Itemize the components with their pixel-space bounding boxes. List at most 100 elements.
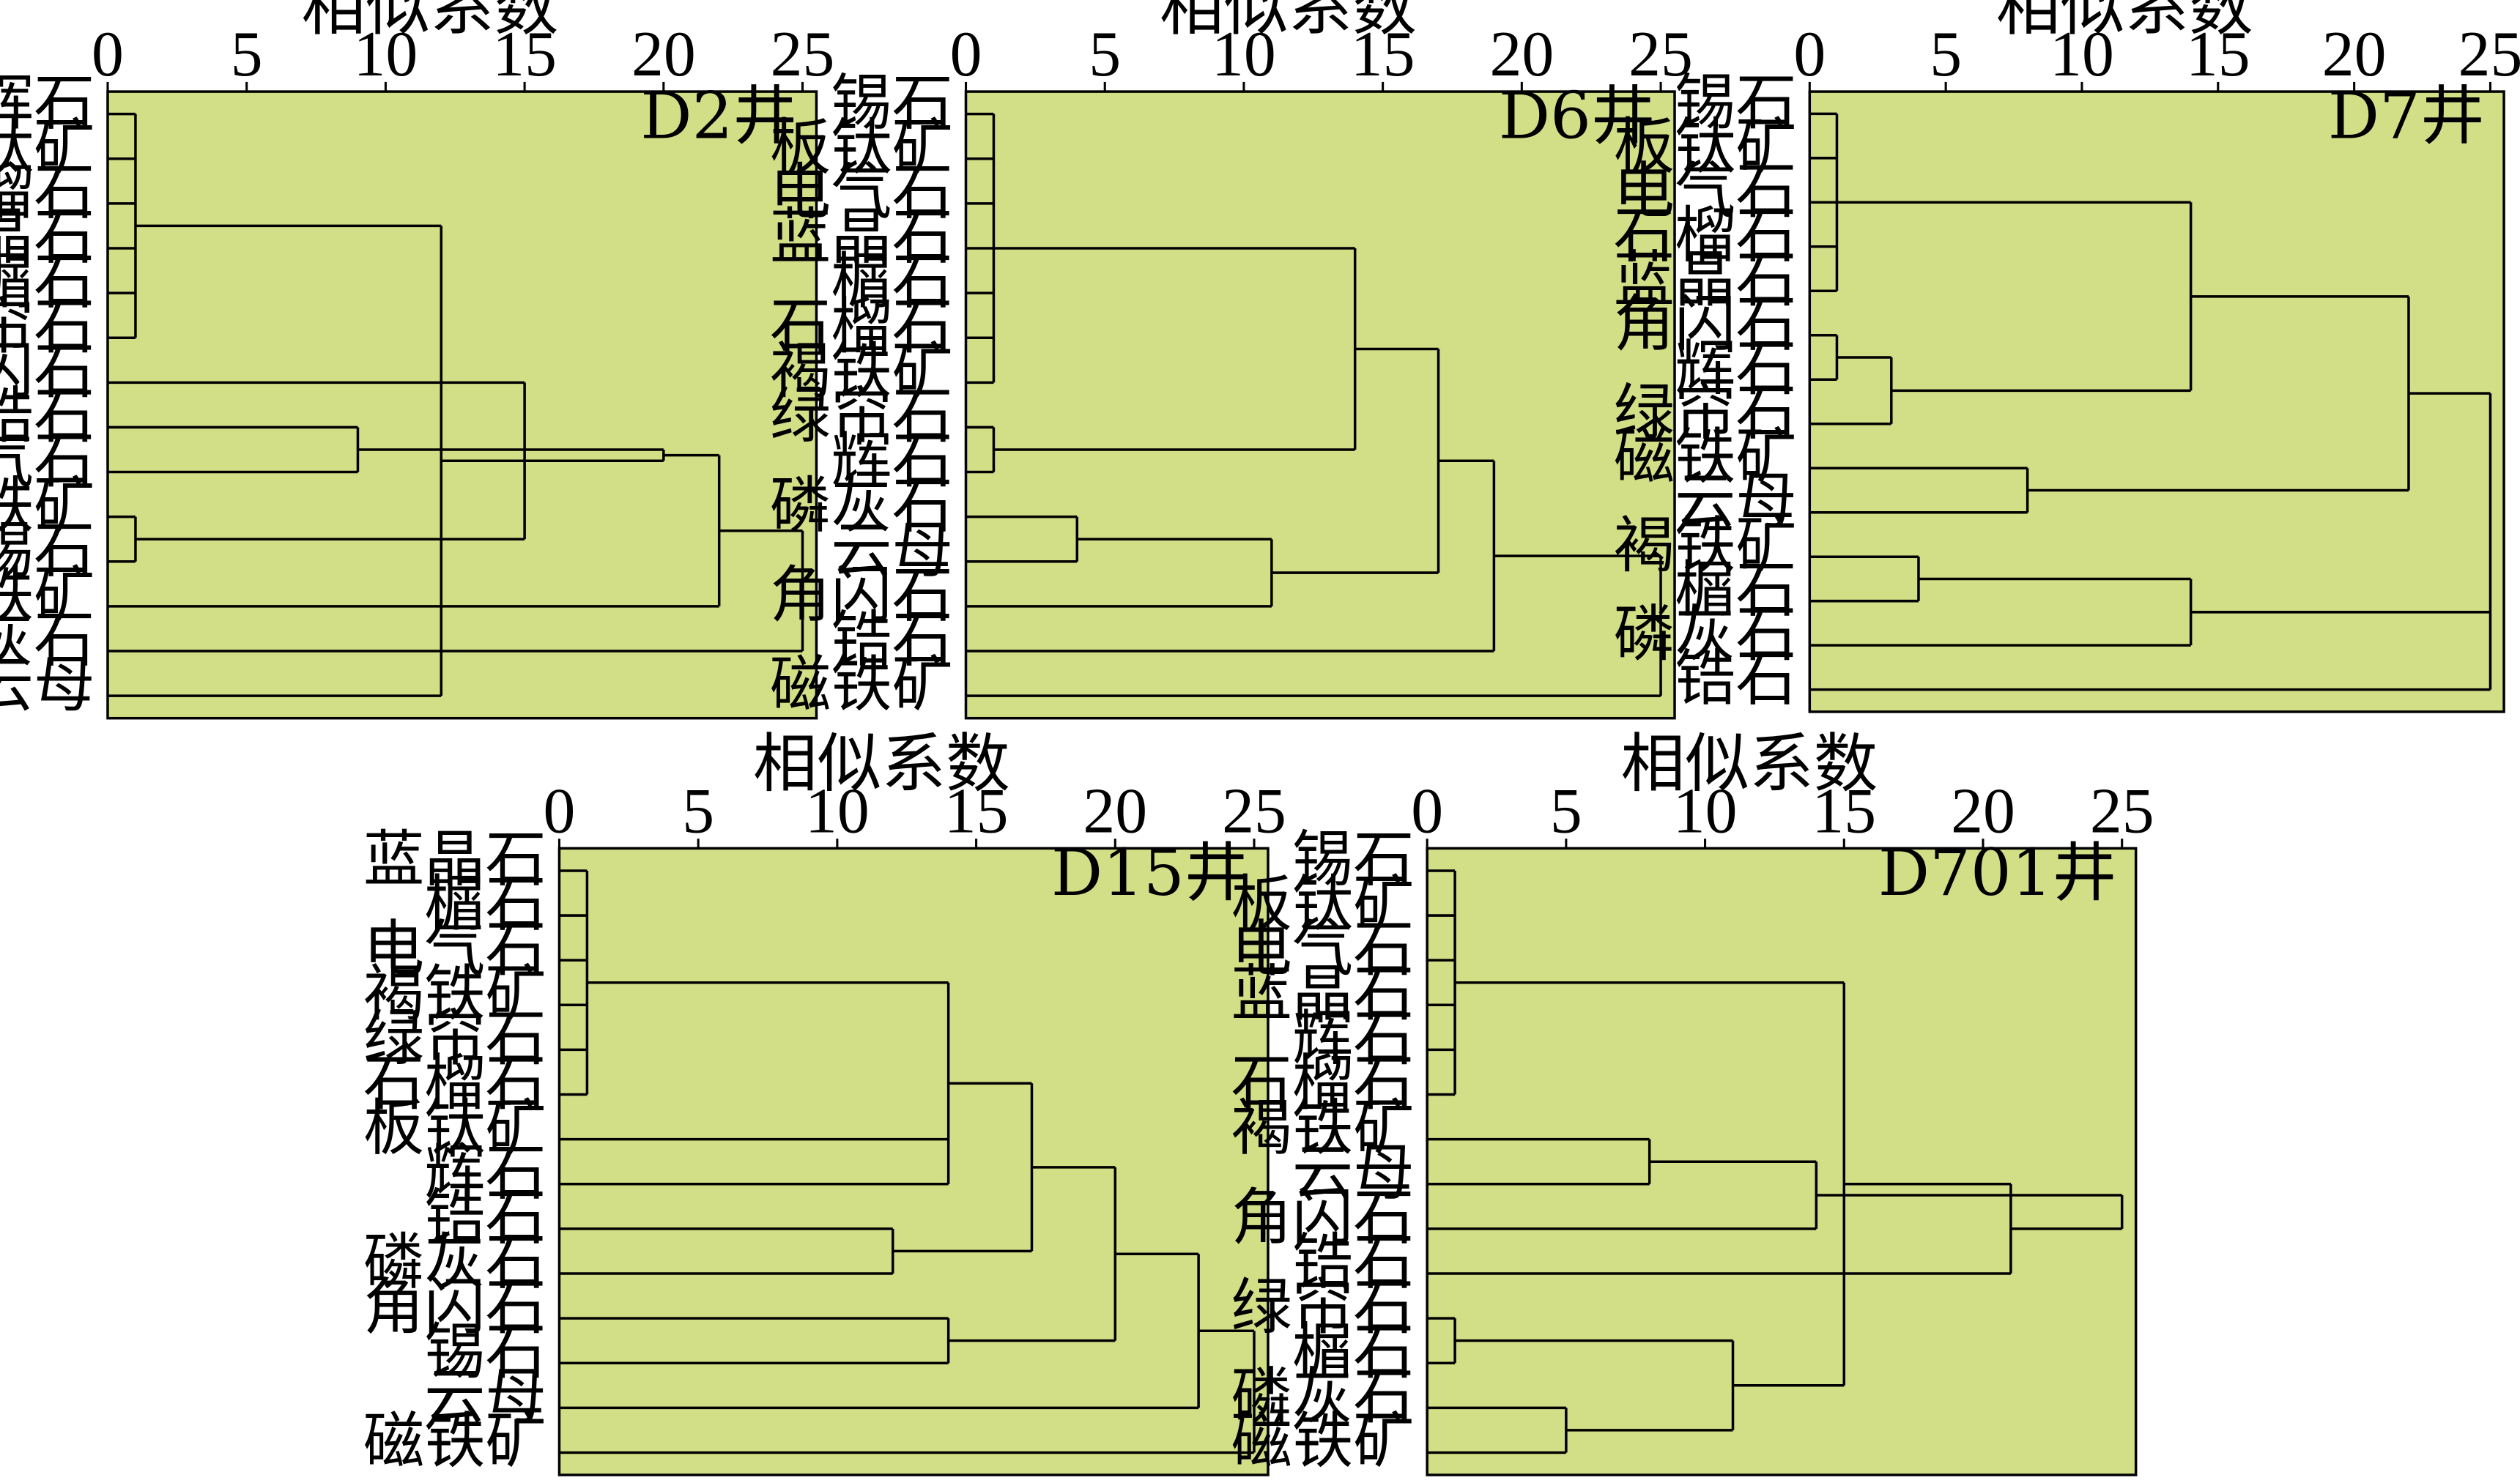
axis-title: 相似系数 [1160, 0, 1417, 45]
leaf-label: 角闪石 [770, 560, 953, 631]
leaf-label: 电气石 [1614, 155, 1797, 226]
leaf-label: 电气石 [363, 913, 546, 984]
leaf-label: 锆石 [1675, 643, 1797, 714]
axis-title: 相似系数 [1621, 726, 1878, 801]
x-tick-label: 20 [631, 18, 696, 89]
leaf-label: 锡石 [831, 67, 953, 138]
leaf-label: 云母 [831, 515, 953, 586]
leaf-label: 褐铁矿 [1231, 1093, 1415, 1164]
leaf-label: 磷灰石 [1614, 598, 1797, 669]
axis-title: 相似系数 [301, 0, 558, 45]
leaf-label: 辉石 [0, 67, 94, 138]
leaf-label: 锆石 [424, 1182, 546, 1253]
leaf-label: 绿帘石 [1231, 1271, 1415, 1342]
leaf-label: 褐铁矿 [363, 958, 546, 1029]
leaf-label: 板钛矿 [363, 1093, 546, 1164]
leaf-label: 角闪石 [1231, 1182, 1415, 1253]
leaf-label: 锡石 [424, 1316, 546, 1387]
x-tick-label: 15 [492, 18, 557, 89]
x-tick-label: 5 [1089, 18, 1121, 89]
x-tick-label: 20 [1489, 18, 1554, 89]
leaf-label: 板钛矿 [770, 112, 953, 183]
x-tick-label: 25 [771, 18, 835, 89]
x-tick-label: 25 [2458, 18, 2520, 89]
leaf-label: 磷灰石 [770, 470, 953, 541]
leaf-label: 蓝晶石 [1231, 958, 1415, 1029]
leaf-label: 角闪石 [363, 1271, 546, 1342]
well-label: D15井 [1051, 836, 1249, 910]
leaf-label: 石榴石 [770, 291, 953, 362]
leaf-label: 磁铁矿 [770, 649, 953, 720]
leaf-label: 云母 [1675, 466, 1797, 537]
plot-area [557, 847, 1270, 1476]
leaf-label: 磷灰石 [363, 1227, 546, 1298]
x-tick-label: 5 [1930, 18, 1962, 89]
leaf-label: 蓝晶石 [1614, 244, 1797, 315]
leaf-label: 磷灰石 [0, 604, 94, 675]
plot-area [964, 90, 1676, 720]
leaf-label: 板钛矿 [0, 112, 94, 183]
leaf-label: 磷灰石 [1231, 1361, 1415, 1432]
plot-area [1808, 90, 2505, 713]
leaf-label: 锡石 [1675, 67, 1797, 138]
axis-title: 相似系数 [1996, 0, 2253, 45]
x-tick-label: 20 [2322, 18, 2387, 89]
x-tick-label: 15 [2186, 18, 2250, 89]
leaf-label: 蓝晶石 [0, 201, 94, 272]
x-tick-label: 25 [2090, 775, 2154, 846]
x-tick-label: 0 [1411, 775, 1443, 846]
x-tick-label: 20 [1083, 775, 1147, 846]
leaf-label: 电气石 [770, 157, 953, 228]
leaf-label: 褐铁矿 [0, 470, 94, 541]
plot-area [106, 90, 818, 720]
leaf-label: 辉石 [1675, 332, 1797, 404]
leaf-label: 榍石 [1292, 1316, 1415, 1387]
leaf-label: 板钛矿 [1231, 869, 1415, 940]
x-tick-label: 0 [92, 18, 124, 89]
leaf-label: 石榴石 [363, 1048, 546, 1119]
leaf-label: 磁铁矿 [1231, 1406, 1415, 1477]
axis-title: 相似系数 [753, 726, 1010, 801]
leaf-label: 云母 [0, 649, 94, 720]
well-label: D7井 [2328, 79, 2485, 154]
leaf-label: 角闪石 [0, 335, 94, 406]
x-tick-label: 10 [805, 775, 870, 846]
leaf-label: 辉石 [424, 1137, 546, 1208]
x-tick-label: 0 [1793, 18, 1826, 89]
x-tick-label: 5 [1550, 775, 1582, 846]
x-tick-label: 0 [950, 18, 982, 89]
x-tick-label: 0 [544, 775, 576, 846]
leaf-label: 锆石 [831, 604, 953, 675]
leaf-label: 磁铁矿 [0, 560, 94, 631]
leaf-label: 蓝晶石 [770, 201, 953, 272]
leaf-label: 石榴石 [1614, 200, 1797, 271]
x-tick-label: 10 [1212, 18, 1276, 89]
leaf-label: 云母 [1292, 1137, 1415, 1208]
leaf-label: 榍石 [831, 246, 953, 317]
leaf-label: 石榴石 [0, 157, 94, 228]
leaf-label: 蓝晶石 [363, 824, 546, 895]
leaf-label: 锆石 [0, 381, 94, 452]
x-tick-label: 20 [1951, 775, 2015, 846]
leaf-label: 榍石 [1675, 554, 1797, 625]
leaf-label: 绿帘石 [363, 1003, 546, 1074]
x-tick-label: 10 [354, 18, 418, 89]
leaf-label: 辉石 [1292, 1003, 1415, 1074]
leaf-label: 角闪石 [1614, 289, 1797, 360]
leaf-label: 绿帘石 [770, 381, 953, 452]
leaf-label: 绿帘石 [0, 291, 94, 362]
leaf-label: 绿帘石 [1614, 377, 1797, 448]
x-tick-label: 15 [944, 775, 1009, 846]
leaf-label: 榍石 [424, 869, 546, 940]
x-tick-label: 10 [2050, 18, 2114, 89]
leaf-label: 锡石 [1292, 824, 1415, 895]
leaf-label: 褐铁矿 [770, 335, 953, 406]
leaf-label: 辉石 [831, 425, 953, 497]
leaf-label: 云母 [424, 1361, 546, 1432]
leaf-label: 榍石 [0, 246, 94, 317]
